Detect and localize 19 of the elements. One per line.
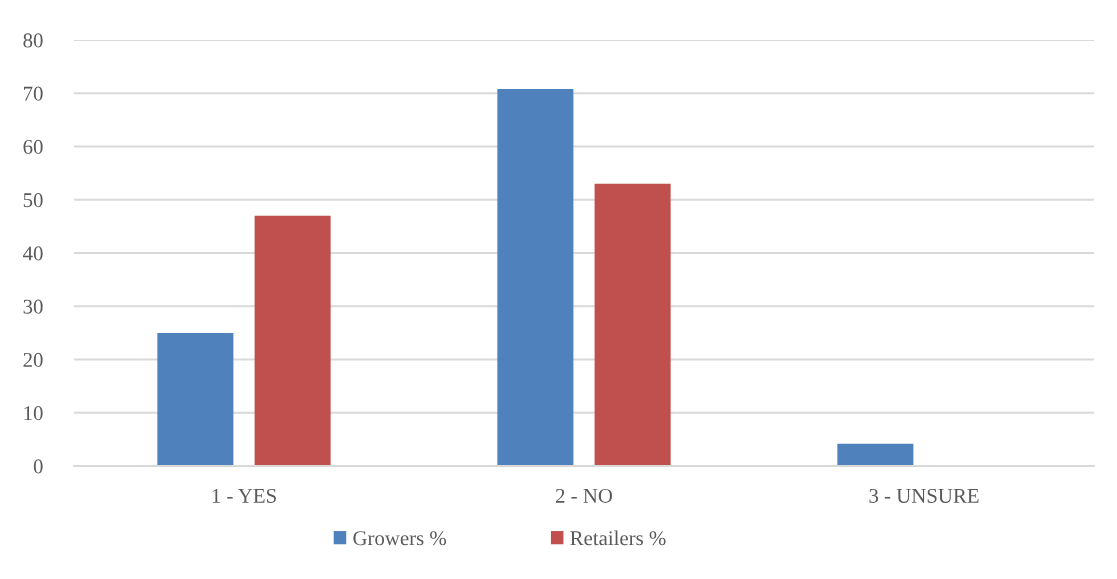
x-tick-label: 2 - NO xyxy=(555,488,613,503)
y-tick-label: 70 xyxy=(23,86,43,101)
y-tick-label: 20 xyxy=(23,352,43,367)
y-tick-label: 10 xyxy=(24,406,43,421)
legend-label: Retailers % xyxy=(570,530,666,546)
bar xyxy=(594,183,671,466)
bar xyxy=(157,332,234,466)
y-tick-label: 40 xyxy=(23,246,43,261)
x-tick-label: 3 - UNSURE xyxy=(869,488,979,503)
y-tick-label: 30 xyxy=(23,299,43,314)
y-tick-label: 0 xyxy=(33,459,43,474)
x-tick-label: 1 - YES xyxy=(212,488,276,503)
y-tick-label: 60 xyxy=(23,139,43,154)
bar xyxy=(254,215,331,466)
bar xyxy=(497,88,574,466)
y-tick-label: 50 xyxy=(23,193,43,208)
legend-label: Growers % xyxy=(353,531,447,546)
y-tick-label: 80 xyxy=(23,33,43,48)
bar xyxy=(837,443,914,466)
